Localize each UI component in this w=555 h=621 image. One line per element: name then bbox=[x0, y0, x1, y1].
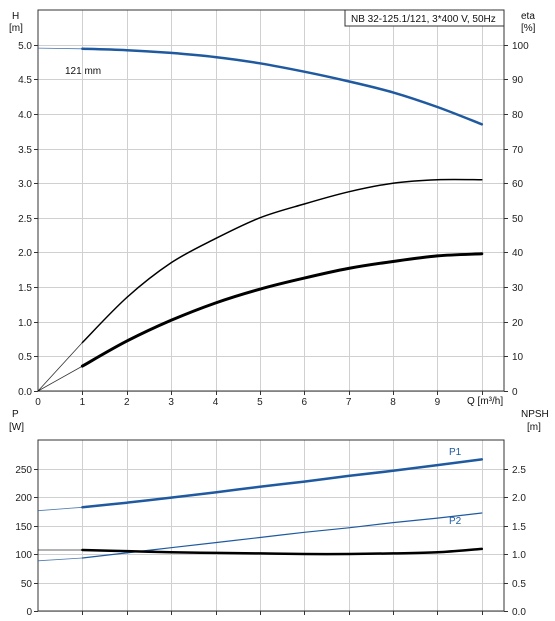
bottom-right-axis-label: NPSH bbox=[521, 409, 549, 420]
bottom-series bbox=[37, 458, 484, 562]
right-tick-label: 2.0 bbox=[512, 493, 526, 504]
left-tick-label: 250 bbox=[15, 465, 32, 476]
x-tick-label: 4 bbox=[213, 397, 219, 408]
x-axis-label: Q [m³/h] bbox=[467, 396, 503, 407]
top-left-axis-label: H bbox=[12, 11, 19, 22]
left-tick-label: 5.0 bbox=[18, 41, 32, 52]
x-tick-label: 3 bbox=[168, 397, 174, 408]
x-tick-label: 0 bbox=[35, 397, 41, 408]
left-tick-label: 2.5 bbox=[18, 214, 32, 225]
left-tick-label: 4.0 bbox=[18, 110, 32, 121]
right-tick-label: 30 bbox=[512, 283, 524, 294]
series-curve-p1 bbox=[81, 458, 484, 509]
left-tick-label: 2.0 bbox=[18, 248, 32, 259]
series-extension-line bbox=[37, 506, 83, 512]
series-curve-unnamed-1 bbox=[81, 178, 483, 344]
series-curve-unnamed-2 bbox=[80, 252, 484, 368]
series-extension-line bbox=[37, 365, 83, 392]
left-tick-label: 200 bbox=[15, 493, 32, 504]
legend-box bbox=[344, 9, 505, 27]
right-tick-label: 60 bbox=[512, 179, 524, 190]
top-series bbox=[37, 47, 484, 392]
right-tick-label: 90 bbox=[512, 75, 524, 86]
series-curve-121-mm bbox=[81, 47, 484, 126]
x-tick-label: 9 bbox=[435, 397, 441, 408]
top-grid bbox=[38, 10, 504, 392]
right-tick-label: 1.5 bbox=[512, 522, 526, 533]
right-tick-label: 0.5 bbox=[512, 579, 526, 590]
legend-box-text: NB 32-125.1/121, 3*400 V, 50Hz bbox=[351, 14, 496, 25]
right-tick-label: 1.0 bbox=[512, 550, 526, 561]
bottom-plot-frame bbox=[37, 439, 505, 612]
right-tick-label: 0.0 bbox=[512, 607, 526, 618]
left-tick-label: 50 bbox=[21, 579, 33, 590]
series-curve-p2 bbox=[81, 512, 483, 559]
top-ticks: 0.00.51.01.52.02.53.03.54.04.55.00102030… bbox=[18, 41, 529, 408]
left-tick-label: 3.5 bbox=[18, 145, 32, 156]
left-tick-label: 4.5 bbox=[18, 75, 32, 86]
left-tick-label: 150 bbox=[15, 522, 32, 533]
top-panel: 0.00.51.01.52.02.53.03.54.04.55.00102030… bbox=[9, 9, 536, 408]
x-tick-label: 8 bbox=[390, 397, 396, 408]
bottom-left-axis-label: P bbox=[12, 409, 19, 420]
series-label-p1: P1 bbox=[449, 447, 462, 458]
series-curve-unnamed-2 bbox=[81, 547, 484, 556]
right-tick-label: 80 bbox=[512, 110, 524, 121]
right-tick-label: 40 bbox=[512, 248, 524, 259]
top-plot-frame bbox=[37, 9, 505, 392]
x-tick-label: 2 bbox=[124, 397, 130, 408]
left-tick-label: 0.5 bbox=[18, 352, 32, 363]
bottom-right-axis-unit: [m] bbox=[527, 422, 541, 433]
series-extension-line bbox=[37, 557, 83, 562]
series-label-121mm: 121 mm bbox=[65, 66, 101, 77]
left-tick-label: 0.0 bbox=[18, 387, 32, 398]
top-right-axis-unit: [%] bbox=[521, 23, 536, 34]
top-right-axis-label: eta bbox=[521, 11, 535, 22]
left-tick-label: 100 bbox=[15, 550, 32, 561]
x-tick-label: 7 bbox=[346, 397, 352, 408]
left-tick-label: 0 bbox=[26, 607, 32, 618]
right-tick-label: 70 bbox=[512, 145, 524, 156]
series-extension-line bbox=[37, 342, 83, 392]
right-tick-label: 2.5 bbox=[512, 465, 526, 476]
series-label-p2: P2 bbox=[449, 516, 462, 527]
right-tick-label: 10 bbox=[512, 352, 524, 363]
right-tick-label: 100 bbox=[512, 41, 529, 52]
left-tick-label: 1.5 bbox=[18, 283, 32, 294]
left-tick-label: 1.0 bbox=[18, 318, 32, 329]
top-left-axis-unit: [m] bbox=[9, 23, 23, 34]
left-tick-label: 3.0 bbox=[18, 179, 32, 190]
bottom-ticks: 0 50 100 150 200 250 0.0 0.5 1.0 1.5 2.0 2.5 bbox=[15, 465, 526, 618]
bottom-left-axis-unit: [W] bbox=[9, 422, 24, 433]
right-tick-label: 0 bbox=[512, 387, 518, 398]
x-tick-label: 6 bbox=[302, 397, 308, 408]
right-tick-label: 50 bbox=[512, 214, 524, 225]
x-tick-label: 1 bbox=[80, 397, 86, 408]
right-tick-label: 20 bbox=[512, 318, 524, 329]
series-extension-line bbox=[37, 47, 83, 50]
x-tick-label: 5 bbox=[257, 397, 263, 408]
